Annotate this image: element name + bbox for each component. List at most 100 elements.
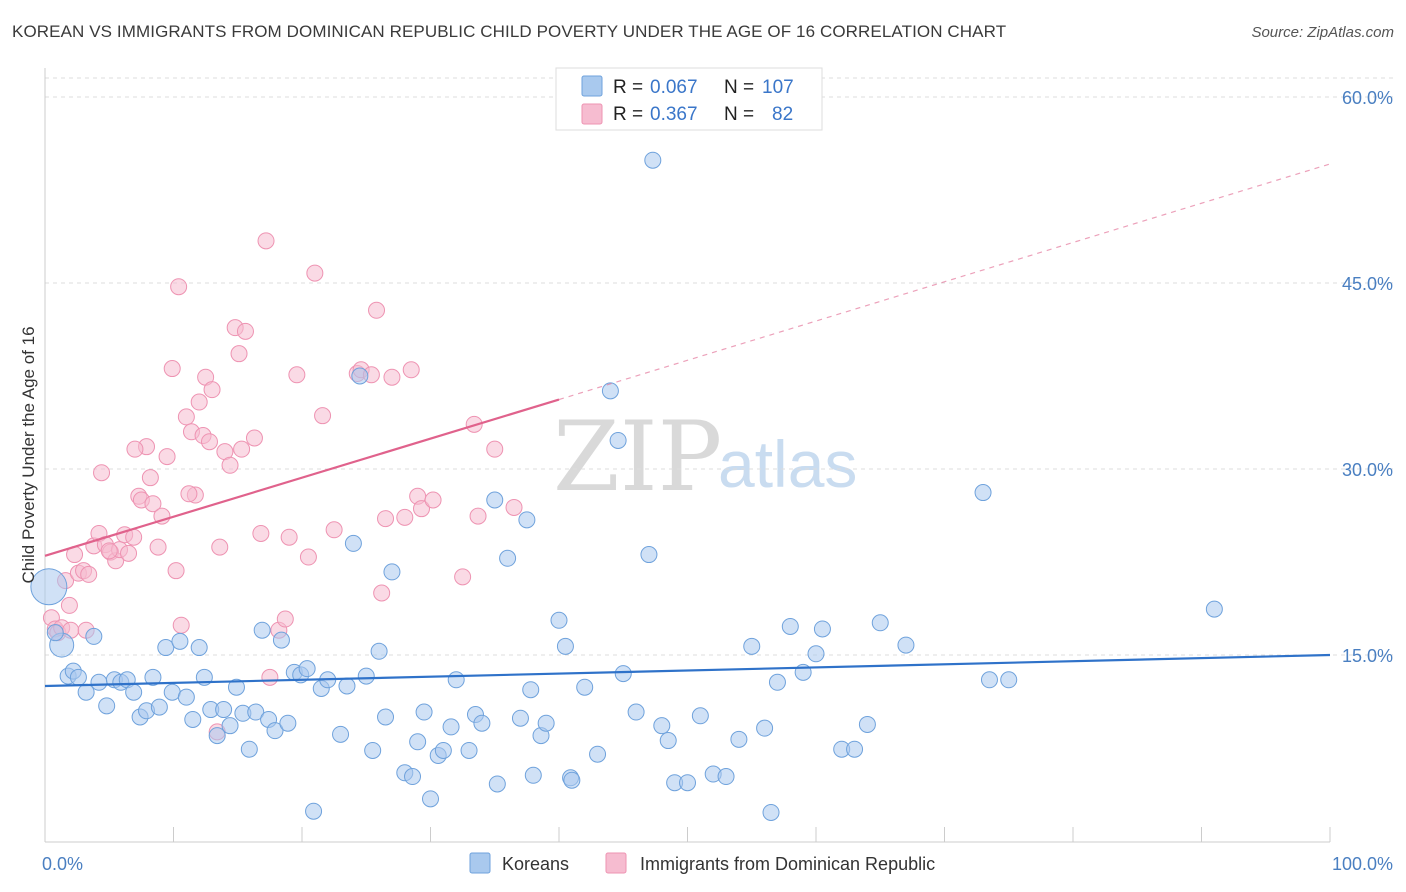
korean-point: [46, 624, 64, 642]
korean-n-value: 107: [762, 77, 794, 98]
korean-point: [409, 733, 427, 751]
korean-point: [305, 802, 323, 820]
korean-point: [653, 717, 671, 735]
dominican-point: [230, 345, 248, 363]
dominican-point: [100, 542, 118, 560]
dominican-point: [80, 565, 98, 583]
dominican-point: [505, 498, 523, 516]
dominican-point: [257, 232, 275, 250]
dominican-point: [144, 495, 162, 513]
korean-point: [858, 715, 876, 733]
chart-title: KOREAN VS IMMIGRANTS FROM DOMINICAN REPU…: [12, 22, 1007, 41]
dominican-point: [177, 408, 195, 426]
korean-n-label: N =: [724, 77, 754, 98]
dominican-trend-extension: [558, 163, 1331, 401]
korean-point: [756, 719, 774, 737]
dominican-point: [200, 433, 218, 451]
korean-point: [184, 710, 202, 728]
korean-point: [171, 632, 189, 650]
trend-lines: [44, 163, 1331, 688]
korean-point: [524, 766, 542, 784]
korean-point: [897, 636, 915, 654]
korean-point: [846, 740, 864, 758]
korean-point: [227, 678, 245, 696]
watermark-atlas: atlas: [718, 427, 857, 501]
dominican-point: [383, 368, 401, 386]
tick-labels: 15.0% 30.0% 45.0% 60.0% 0.0% 100.0%: [42, 88, 1393, 874]
dominican-point: [93, 464, 111, 482]
legend-korean-swatch: [469, 852, 491, 874]
korean-point: [272, 631, 290, 649]
dominican-n-value: 82: [772, 104, 793, 125]
dominican-points: [42, 232, 523, 741]
korean-point: [30, 568, 68, 606]
korean-point: [511, 709, 529, 727]
dominican-point: [276, 610, 294, 628]
dominican-point: [203, 381, 221, 399]
legend: Koreans Immigrants from Dominican Republ…: [469, 852, 935, 874]
legend-dominican-swatch: [605, 852, 627, 874]
x-tick-label: 0.0%: [42, 854, 83, 874]
dominican-point: [424, 491, 442, 509]
korean-point: [488, 775, 506, 793]
korean-point: [813, 620, 831, 638]
korean-point: [730, 730, 748, 748]
dominican-n-label: N =: [724, 104, 754, 125]
korean-point: [298, 660, 316, 678]
korean-point: [486, 491, 504, 509]
korean-point: [518, 511, 536, 529]
korean-point: [717, 768, 735, 786]
korean-point: [208, 727, 226, 745]
korean-point: [221, 717, 239, 735]
korean-point: [163, 683, 181, 701]
korean-point: [332, 725, 350, 743]
dominican-point: [413, 500, 431, 518]
korean-point: [98, 697, 116, 715]
legend-korean-label: Koreans: [502, 854, 569, 874]
korean-point: [762, 803, 780, 821]
korean-point: [644, 151, 662, 169]
dominican-point: [325, 521, 343, 539]
korean-point: [177, 688, 195, 706]
korean-point: [157, 639, 175, 657]
korean-point: [640, 546, 658, 564]
dominican-point: [60, 596, 78, 614]
dominican-point: [190, 393, 208, 411]
dominican-point: [221, 456, 239, 474]
dominican-point: [126, 440, 144, 458]
korean-point: [357, 667, 375, 685]
korean-point: [550, 611, 568, 629]
dominican-point: [163, 360, 181, 378]
korean-point: [614, 665, 632, 683]
dominican-r-label: R =: [613, 104, 643, 125]
dominican-point: [172, 616, 190, 634]
korean-point: [473, 714, 491, 732]
korean-point: [351, 367, 369, 385]
korean-point: [659, 732, 677, 750]
korean-point: [253, 621, 271, 639]
dominican-point: [211, 538, 229, 556]
korean-point: [90, 673, 108, 691]
korean-point: [781, 617, 799, 635]
korean-point: [364, 741, 382, 759]
stats-box: R = 0.067 N = 107 R = 0.367 N = 82: [555, 67, 823, 131]
axes: [44, 68, 1331, 843]
korean-point: [627, 703, 645, 721]
korean-point: [679, 774, 696, 792]
dominican-point: [170, 278, 188, 296]
dominican-point: [120, 544, 138, 562]
y-tick-label: 45.0%: [1342, 274, 1393, 294]
dominican-point: [252, 524, 270, 542]
legend-dominican-label: Immigrants from Dominican Republic: [640, 854, 935, 874]
dominican-swatch: [581, 103, 603, 125]
korean-r-label: R =: [613, 77, 643, 98]
dominican-point: [167, 562, 185, 580]
korean-point: [807, 645, 825, 663]
korean-point: [522, 681, 540, 699]
korean-point: [125, 683, 143, 701]
dominican-r-value: 0.367: [650, 104, 698, 125]
korean-point: [691, 707, 709, 725]
korean-point: [537, 714, 555, 732]
korean-point: [247, 703, 265, 721]
korean-point: [279, 714, 297, 732]
